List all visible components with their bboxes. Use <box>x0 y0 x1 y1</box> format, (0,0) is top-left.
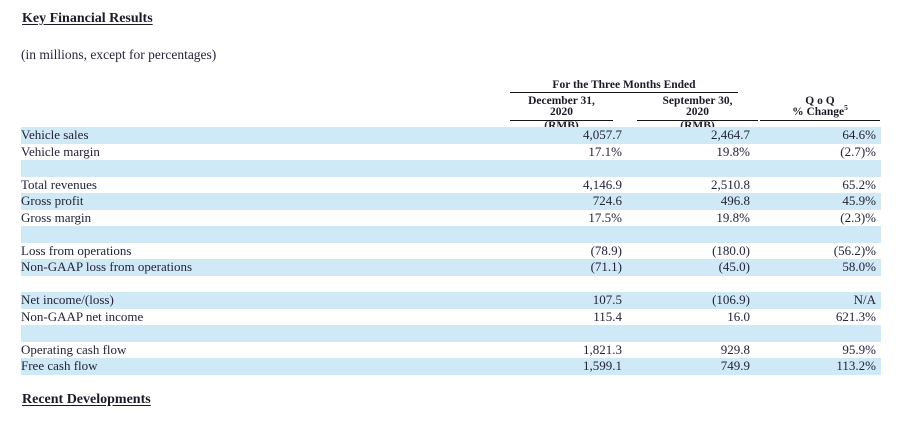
cell-dec-2020: 115.4 <box>593 308 622 324</box>
table-row: Loss from operations (78.9) (180.0) (56.… <box>21 243 881 260</box>
row-label: Free cash flow <box>21 358 98 373</box>
cell-sep-2020: 19.8% <box>716 143 750 159</box>
cell-qoq-change: 95.9% <box>842 341 876 357</box>
cell-dec-2020 <box>471 276 622 293</box>
row-label: Gross profit <box>21 193 84 208</box>
table-row: Operating cash flow 1,821.3 929.8 95.9% <box>21 342 881 359</box>
column-heading-qoq-change: Q o Q % Change5 <box>760 95 880 121</box>
cell-sep-2020: (106.9) <box>712 292 750 307</box>
cell-dec-2020: 17.1% <box>588 143 622 159</box>
cell-qoq-change: 45.9% <box>842 193 876 208</box>
cell-sep-2020 <box>622 226 750 243</box>
table-row: Total revenues 4,146.9 2,510.8 65.2% <box>21 177 881 194</box>
column-group-heading: For the Three Months Ended <box>510 79 738 93</box>
cell-sep-2020 <box>622 276 750 293</box>
cell-dec-2020: 1,821.3 <box>583 341 622 357</box>
cell-dec-2020 <box>471 226 622 243</box>
cell-sep-2020: 929.8 <box>720 341 750 357</box>
table-row-spacer <box>21 160 881 177</box>
cell-qoq-change: 58.0% <box>842 259 876 274</box>
cell-sep-2020: 2,510.8 <box>711 176 750 192</box>
row-label <box>21 226 471 243</box>
row-label <box>21 325 471 342</box>
cell-dec-2020: 17.5% <box>588 209 622 225</box>
row-label: Loss from operations <box>21 242 132 258</box>
cell-sep-2020: 19.8% <box>716 209 750 225</box>
row-label: Non-GAAP loss from operations <box>21 259 193 274</box>
cell-qoq-change: (56.2)% <box>833 242 876 258</box>
row-label <box>21 276 471 293</box>
cell-sep-2020: 496.8 <box>720 193 750 208</box>
cell-sep-2020: 2,464.7 <box>711 127 750 142</box>
cell-qoq-change <box>750 160 881 177</box>
cell-sep-2020 <box>622 325 750 342</box>
section-heading-recent-developments: Recent Developments <box>22 392 151 407</box>
cell-dec-2020 <box>471 160 622 177</box>
cell-dec-2020: 107.5 <box>592 292 622 307</box>
cell-qoq-change <box>750 276 881 293</box>
cell-qoq-change <box>750 325 881 342</box>
cell-dec-2020: (71.1) <box>590 259 622 274</box>
column-heading-line2: % Change5 <box>792 103 848 118</box>
table-row-spacer <box>21 325 881 342</box>
column-heading-september-2020: September 30, 2020 <box>637 95 758 121</box>
cell-qoq-change: 113.2% <box>836 358 876 373</box>
footnote-marker: 5 <box>844 103 848 113</box>
cell-qoq-change: 621.3% <box>835 308 876 324</box>
table-row: Gross profit 724.6 496.8 45.9% <box>21 193 881 210</box>
currency-unit-label: (RMB) <box>544 120 579 132</box>
cell-qoq-change <box>750 226 881 243</box>
cell-dec-2020 <box>471 325 622 342</box>
row-label: Total revenues <box>21 176 97 192</box>
cell-dec-2020: 4,057.7 <box>583 127 622 142</box>
table-row-spacer <box>21 276 881 293</box>
row-label: Gross margin <box>21 209 92 225</box>
table-row: Net income/(loss) 107.5 (106.9) N/A <box>21 292 881 309</box>
row-label: Non-GAAP net income <box>21 308 144 324</box>
row-label: Vehicle sales <box>21 127 89 142</box>
column-heading-december-2020: December 31, 2020 <box>510 95 613 121</box>
cell-sep-2020: 749.9 <box>720 358 750 373</box>
cell-sep-2020: (180.0) <box>712 242 750 258</box>
cell-sep-2020: (45.0) <box>718 259 750 274</box>
column-heading-line1: September 30, <box>662 95 733 107</box>
cell-dec-2020: 1,599.1 <box>583 358 622 373</box>
table-row-spacer <box>21 226 881 243</box>
units-note: (in millions, except for percentages) <box>21 47 217 62</box>
table-row: Non-GAAP net income 115.4 16.0 621.3% <box>21 309 881 326</box>
cell-qoq-change: N/A <box>853 292 876 307</box>
section-heading-key-financial-results: Key Financial Results <box>22 11 153 26</box>
row-label: Vehicle margin <box>21 143 100 159</box>
cell-dec-2020: 4,146.9 <box>583 176 622 192</box>
column-heading-line2: 2020 <box>550 106 573 118</box>
table-row: Gross margin 17.5% 19.8% (2.3)% <box>21 210 881 227</box>
cell-sep-2020 <box>622 160 750 177</box>
cell-dec-2020: 724.6 <box>592 193 622 208</box>
currency-unit-label: (RMB) <box>680 120 715 132</box>
column-heading-line2: 2020 <box>686 106 709 118</box>
row-label: Operating cash flow <box>21 341 127 357</box>
cell-qoq-change: (2.7)% <box>840 143 876 159</box>
column-heading-line1: December 31, <box>528 95 595 107</box>
table-row: Non-GAAP loss from operations (71.1) (45… <box>21 259 881 276</box>
cell-sep-2020: 16.0 <box>727 308 750 324</box>
cell-qoq-change: 65.2% <box>842 176 876 192</box>
financial-results-table: Vehicle sales 4,057.7 2,464.7 64.6% Vehi… <box>21 127 881 375</box>
row-label: Net income/(loss) <box>21 292 114 307</box>
cell-qoq-change: (2.3)% <box>840 209 876 225</box>
column-heading-line1: Q o Q <box>805 95 835 107</box>
row-label <box>21 160 471 177</box>
table-row: Vehicle margin 17.1% 19.8% (2.7)% <box>21 144 881 161</box>
cell-dec-2020: (78.9) <box>590 242 622 258</box>
table-header: For the Three Months Ended December 31, … <box>21 79 883 132</box>
cell-qoq-change: 64.6% <box>842 127 876 142</box>
table-row: Vehicle sales 4,057.7 2,464.7 64.6% <box>21 127 881 144</box>
table-row: Free cash flow 1,599.1 749.9 113.2% <box>21 358 881 375</box>
